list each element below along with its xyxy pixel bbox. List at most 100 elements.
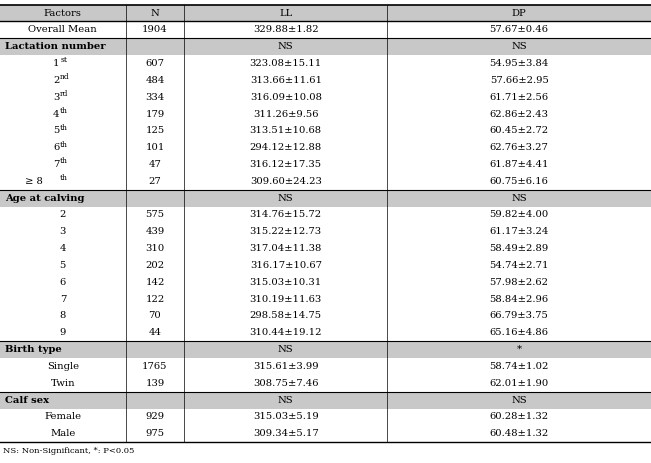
Text: Age at calving: Age at calving [5, 194, 85, 203]
Text: NS: Non-Significant, *: P<0.05: NS: Non-Significant, *: P<0.05 [3, 447, 135, 455]
Text: 484: 484 [145, 76, 165, 85]
Text: ≥ 8: ≥ 8 [25, 177, 43, 186]
Text: 313.66±11.61: 313.66±11.61 [250, 76, 322, 85]
Text: 57.66±2.95: 57.66±2.95 [490, 76, 549, 85]
Text: st: st [60, 56, 67, 64]
Text: 3: 3 [60, 227, 66, 236]
Text: 101: 101 [145, 143, 165, 152]
Text: rd: rd [60, 90, 68, 98]
Text: 607: 607 [145, 59, 165, 68]
Text: NS: NS [278, 345, 294, 354]
Text: 66.79±3.75: 66.79±3.75 [490, 312, 549, 320]
Text: 27: 27 [148, 177, 161, 186]
Text: NS: NS [511, 395, 527, 405]
Text: 58.84±2.96: 58.84±2.96 [490, 294, 549, 304]
Text: 1904: 1904 [142, 25, 168, 34]
Text: Overall Mean: Overall Mean [29, 25, 97, 34]
Text: 60.45±2.72: 60.45±2.72 [490, 126, 549, 135]
Text: 7: 7 [53, 160, 60, 169]
Bar [0, 190, 651, 206]
Text: 323.08±15.11: 323.08±15.11 [250, 59, 322, 68]
Text: Calf sex: Calf sex [5, 395, 49, 405]
Text: 313.51±10.68: 313.51±10.68 [250, 126, 322, 135]
Text: 70: 70 [148, 312, 161, 320]
Text: NS: NS [278, 395, 294, 405]
Text: 179: 179 [145, 110, 165, 119]
Text: NS: NS [278, 194, 294, 203]
Text: DP: DP [512, 8, 527, 18]
Text: 57.98±2.62: 57.98±2.62 [490, 278, 549, 287]
Bar [0, 392, 651, 408]
Text: Lactation number: Lactation number [5, 42, 106, 51]
Text: 5: 5 [53, 126, 60, 135]
Text: 60.75±6.16: 60.75±6.16 [490, 177, 549, 186]
Text: 334: 334 [145, 93, 165, 102]
Text: th: th [60, 107, 68, 115]
Text: 54.74±2.71: 54.74±2.71 [490, 261, 549, 270]
Text: 6: 6 [60, 278, 66, 287]
Text: 44: 44 [148, 328, 161, 337]
Text: 1: 1 [53, 59, 60, 68]
Text: 329.88±1.82: 329.88±1.82 [253, 25, 318, 34]
Text: 62.01±1.90: 62.01±1.90 [490, 379, 549, 388]
Text: th: th [60, 124, 68, 132]
Text: 65.16±4.86: 65.16±4.86 [490, 328, 549, 337]
Text: 575: 575 [145, 211, 165, 219]
Text: 125: 125 [145, 126, 165, 135]
Text: 294.12±12.88: 294.12±12.88 [250, 143, 322, 152]
Text: 62.76±3.27: 62.76±3.27 [490, 143, 549, 152]
Text: Birth type: Birth type [5, 345, 62, 354]
Text: 139: 139 [145, 379, 165, 388]
Text: 202: 202 [145, 261, 165, 270]
Text: 1765: 1765 [142, 362, 168, 371]
Text: 317.04±11.38: 317.04±11.38 [249, 244, 322, 253]
Text: 975: 975 [145, 429, 165, 438]
Text: 929: 929 [145, 413, 165, 421]
Text: th: th [60, 141, 68, 149]
Text: 9: 9 [60, 328, 66, 337]
Text: 310.19±11.63: 310.19±11.63 [250, 294, 322, 304]
Text: 315.03±10.31: 315.03±10.31 [250, 278, 322, 287]
Text: Female: Female [44, 413, 81, 421]
Text: th: th [60, 157, 68, 165]
Text: 61.17±3.24: 61.17±3.24 [490, 227, 549, 236]
Text: 54.95±3.84: 54.95±3.84 [490, 59, 549, 68]
Text: Single: Single [47, 362, 79, 371]
Text: N: N [150, 8, 159, 18]
Text: 439: 439 [145, 227, 165, 236]
Text: 60.28±1.32: 60.28±1.32 [490, 413, 549, 421]
Text: NS: NS [511, 194, 527, 203]
Text: 4: 4 [60, 244, 66, 253]
Bar [0, 341, 651, 358]
Text: 308.75±7.46: 308.75±7.46 [253, 379, 318, 388]
Bar [0, 38, 651, 55]
Text: 315.61±3.99: 315.61±3.99 [253, 362, 318, 371]
Text: 314.76±15.72: 314.76±15.72 [250, 211, 322, 219]
Text: NS: NS [511, 42, 527, 51]
Text: NS: NS [278, 42, 294, 51]
Text: 62.86±2.43: 62.86±2.43 [490, 110, 549, 119]
Text: Male: Male [50, 429, 76, 438]
Text: 315.22±12.73: 315.22±12.73 [250, 227, 322, 236]
Bar [0, 5, 651, 21]
Text: 315.03±5.19: 315.03±5.19 [253, 413, 318, 421]
Text: 57.67±0.46: 57.67±0.46 [490, 25, 549, 34]
Text: LL: LL [279, 8, 292, 18]
Text: 5: 5 [60, 261, 66, 270]
Text: 298.58±14.75: 298.58±14.75 [250, 312, 322, 320]
Text: 316.09±10.08: 316.09±10.08 [250, 93, 322, 102]
Text: 4: 4 [53, 110, 60, 119]
Text: 58.49±2.89: 58.49±2.89 [490, 244, 549, 253]
Text: 316.17±10.67: 316.17±10.67 [250, 261, 322, 270]
Text: 7: 7 [60, 294, 66, 304]
Text: nd: nd [60, 73, 70, 81]
Text: 2: 2 [60, 211, 66, 219]
Text: 61.71±2.56: 61.71±2.56 [490, 93, 549, 102]
Text: 2: 2 [53, 76, 60, 85]
Text: *: * [517, 345, 521, 354]
Text: 309.60±24.23: 309.60±24.23 [250, 177, 322, 186]
Text: 310.44±19.12: 310.44±19.12 [249, 328, 322, 337]
Text: 310: 310 [145, 244, 165, 253]
Text: 8: 8 [60, 312, 66, 320]
Text: 311.26±9.56: 311.26±9.56 [253, 110, 318, 119]
